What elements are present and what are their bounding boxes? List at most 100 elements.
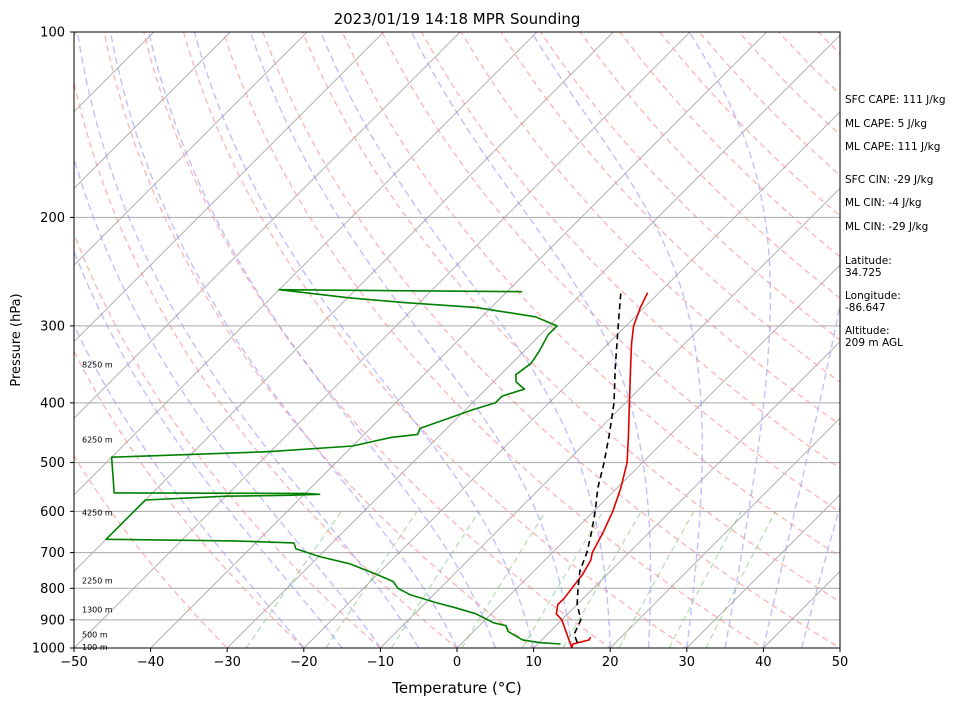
dry-adiabat-line (222, 32, 765, 648)
y-tick-label: 100 (40, 26, 65, 41)
dry-adiabat-line (74, 231, 382, 648)
moist-adiabat-line (76, 32, 420, 648)
dry-adiabat-line (103, 32, 535, 648)
x-tick-label: 10 (525, 655, 542, 670)
dry-adiabat-line (74, 79, 459, 648)
height-label: 8250 m (82, 361, 113, 370)
ml-cin-label-2: ML CIN: -29 J/kg (845, 221, 929, 233)
height-label: 2250 m (82, 577, 113, 586)
mixing-ratio-line (390, 510, 480, 648)
moist-adiabat-line (410, 32, 652, 648)
mixing-ratio-line (325, 510, 418, 648)
x-tick-label: −50 (60, 655, 87, 670)
pressure-gridlines (74, 31, 840, 649)
chart-title: 2023/01/19 14:18 MPR Sounding (334, 10, 581, 28)
background-lines (74, 18, 960, 661)
dry-adiabat-line (420, 32, 840, 469)
x-tick-label: −30 (213, 655, 240, 670)
isotherm-line (149, 32, 768, 648)
y-tick-label: 600 (40, 505, 65, 520)
height-label: 500 m (82, 631, 108, 640)
y-tick-label: 400 (40, 396, 65, 411)
height-label: 6250 m (82, 435, 113, 444)
dry-adiabat-line (182, 32, 688, 648)
moist-adiabat-line (249, 32, 573, 648)
y-tick-label: 1000 (32, 642, 65, 657)
isotherm-line (379, 187, 840, 648)
y-tick-label: 500 (40, 456, 65, 471)
isotherm-line (74, 32, 615, 573)
y-axis-ticks: 100 200 300 400 500 600 700 800 900 1000 (32, 26, 74, 657)
isotherm-line (686, 494, 840, 648)
isotherm-line (904, 18, 960, 661)
isotherm-line (303, 111, 840, 648)
x-tick-label: −40 (137, 655, 164, 670)
x-tick-label: 0 (453, 655, 461, 670)
x-axis-ticks: −50 −40 −30 −20 −10 0 10 20 30 40 50 (60, 648, 848, 670)
parcel-profile (573, 292, 622, 643)
moist-adiabat-line (148, 32, 496, 648)
moist-adiabat-line (74, 323, 305, 648)
isotherm-line (456, 264, 840, 648)
moist-adiabat-line (320, 32, 611, 648)
ml-cin-label: ML CIN: -4 J/kg (845, 197, 922, 209)
temperature-profile (555, 292, 649, 648)
y-tick-label: 300 (40, 319, 65, 334)
dry-adiabat-line (460, 32, 840, 426)
height-label: 1300 m (82, 606, 113, 615)
moist-adiabat-line (801, 503, 840, 648)
moist-adiabat-line (193, 32, 535, 648)
moist-adiabat-line (109, 32, 458, 648)
moist-adiabat-line (688, 32, 772, 648)
moist-adiabat-line (74, 249, 343, 648)
x-tick-label: 30 (679, 655, 696, 670)
x-tick-label: −10 (367, 655, 394, 670)
moist-adiabat-line (74, 155, 381, 648)
y-tick-label: 900 (40, 613, 65, 628)
x-tick-label: 50 (832, 655, 849, 670)
isotherm-line (609, 417, 840, 648)
mixing-ratio-line (245, 510, 342, 648)
mixing-ratio-line (521, 510, 604, 648)
altitude-label: Altitude: 209 m AGL (845, 325, 903, 349)
isotherm-line (74, 32, 385, 343)
ml-cape-label: ML CAPE: 5 J/kg (845, 118, 928, 130)
isotherm-line (74, 32, 691, 648)
isotherm-line (74, 32, 461, 419)
isotherm-line (74, 32, 308, 266)
dry-adiabat-line (301, 32, 840, 603)
isotherm-line (74, 32, 155, 113)
isotherm-line (74, 32, 538, 496)
mixing-ratio-line (562, 510, 642, 648)
x-tick-label: 40 (755, 655, 772, 670)
dry-adiabat-line (341, 32, 840, 558)
moist-adiabat-line (762, 300, 840, 648)
profiles (105, 288, 649, 648)
mixing-ratio-line (618, 511, 695, 648)
y-tick-label: 700 (40, 546, 65, 561)
y-tick-label: 200 (40, 211, 65, 226)
mixing-ratio-line (461, 510, 547, 648)
x-tick-label: 20 (602, 655, 619, 670)
sfc-cin-label: SFC CIN: -29 J/kg (845, 174, 934, 186)
moist-adiabat-line (530, 32, 703, 648)
y-tick-label: 800 (40, 582, 65, 597)
isotherm-line (226, 34, 840, 648)
ml-cape-label-2: ML CAPE: 111 J/kg (845, 141, 941, 153)
x-tick-label: −20 (290, 655, 317, 670)
mixing-ratio-line (668, 511, 742, 648)
dry-adiabat-line (143, 32, 612, 648)
latitude-label: Latitude: 34.725 (845, 255, 892, 279)
dry-adiabat-line (74, 454, 229, 648)
longitude-label: Longitude: -86.647 (845, 290, 901, 314)
height-label: 4250 m (82, 509, 113, 518)
isotherm-line (74, 32, 232, 190)
x-axis-label: Temperature (°C) (391, 679, 521, 697)
isotherm-line (532, 340, 840, 648)
mixing-ratio-line (705, 511, 777, 648)
dry-adiabat-line (579, 32, 840, 300)
dry-adiabat-line (262, 32, 840, 648)
dry-adiabat-line (381, 32, 840, 513)
